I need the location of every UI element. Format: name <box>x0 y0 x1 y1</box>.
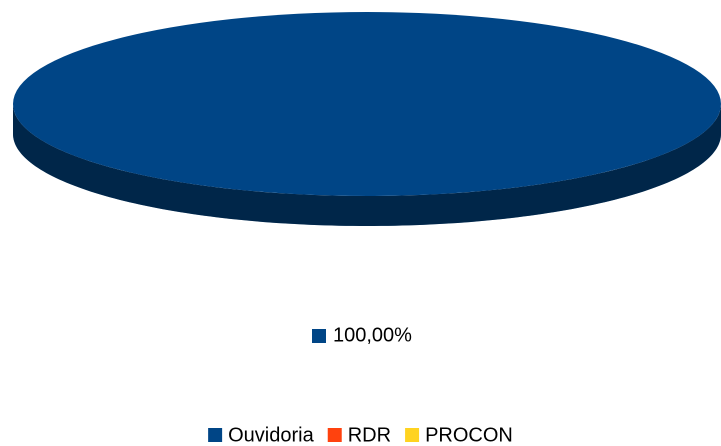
legend-key <box>208 428 223 442</box>
data-label-key <box>312 329 326 343</box>
legend-label: RDR <box>348 424 391 446</box>
slice-side <box>13 104 721 226</box>
legend-key <box>405 428 420 442</box>
legend-label: Ouvidoria <box>228 424 314 446</box>
legend-key <box>327 428 342 442</box>
slice <box>13 12 721 196</box>
data-label: 100,00% <box>333 324 412 346</box>
slice-side-shade <box>13 104 721 226</box>
legend-label: PROCON <box>425 424 513 446</box>
